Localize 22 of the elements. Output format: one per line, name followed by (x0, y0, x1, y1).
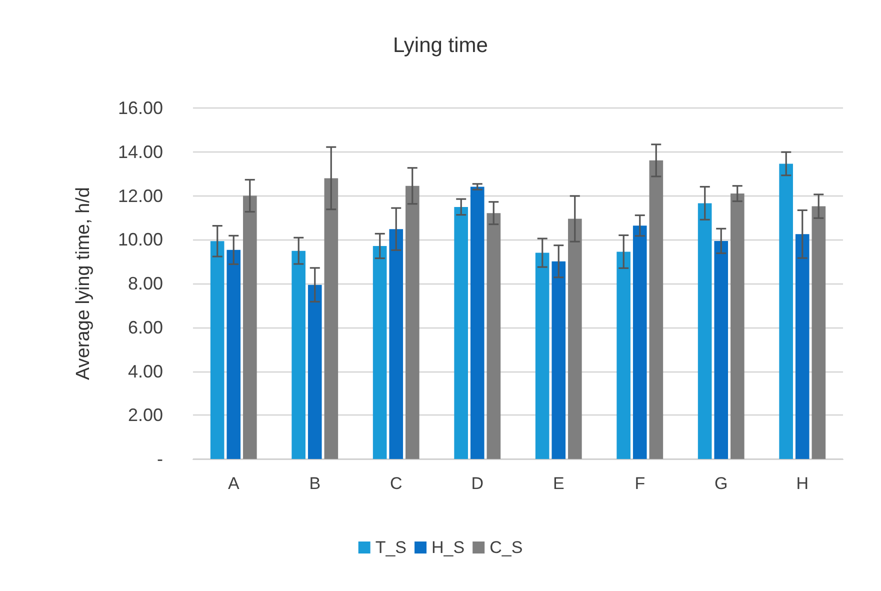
y-tick-label: 10.00 (118, 230, 163, 250)
x-tick-label: E (552, 474, 564, 493)
x-tick-label: B (309, 474, 321, 493)
x-tick-label: G (714, 474, 728, 493)
x-tick-label: H (796, 474, 809, 493)
chart-title: Lying time (393, 34, 488, 57)
x-tick-label: C (390, 474, 402, 493)
y-tick-label: 12.00 (118, 186, 163, 206)
legend-label: H_S (432, 538, 465, 557)
x-tick-label: A (228, 474, 240, 493)
y-tick-label: 2.00 (128, 405, 163, 426)
x-tick-label: F (634, 474, 646, 493)
y-tick-label: 6.00 (128, 317, 163, 338)
y-tick-label: 4.00 (128, 361, 163, 382)
y-tick-label: 16.00 (118, 98, 163, 118)
y-axis-title: Average lying time, h/d (73, 187, 94, 380)
legend-label: C_S (490, 538, 523, 557)
legend-label: T_S (375, 538, 407, 557)
y-tick-label: 8.00 (128, 274, 163, 294)
x-tick-label: D (471, 474, 484, 493)
y-tick-label: 14.00 (118, 142, 163, 162)
y-tick-label: - (157, 449, 163, 469)
